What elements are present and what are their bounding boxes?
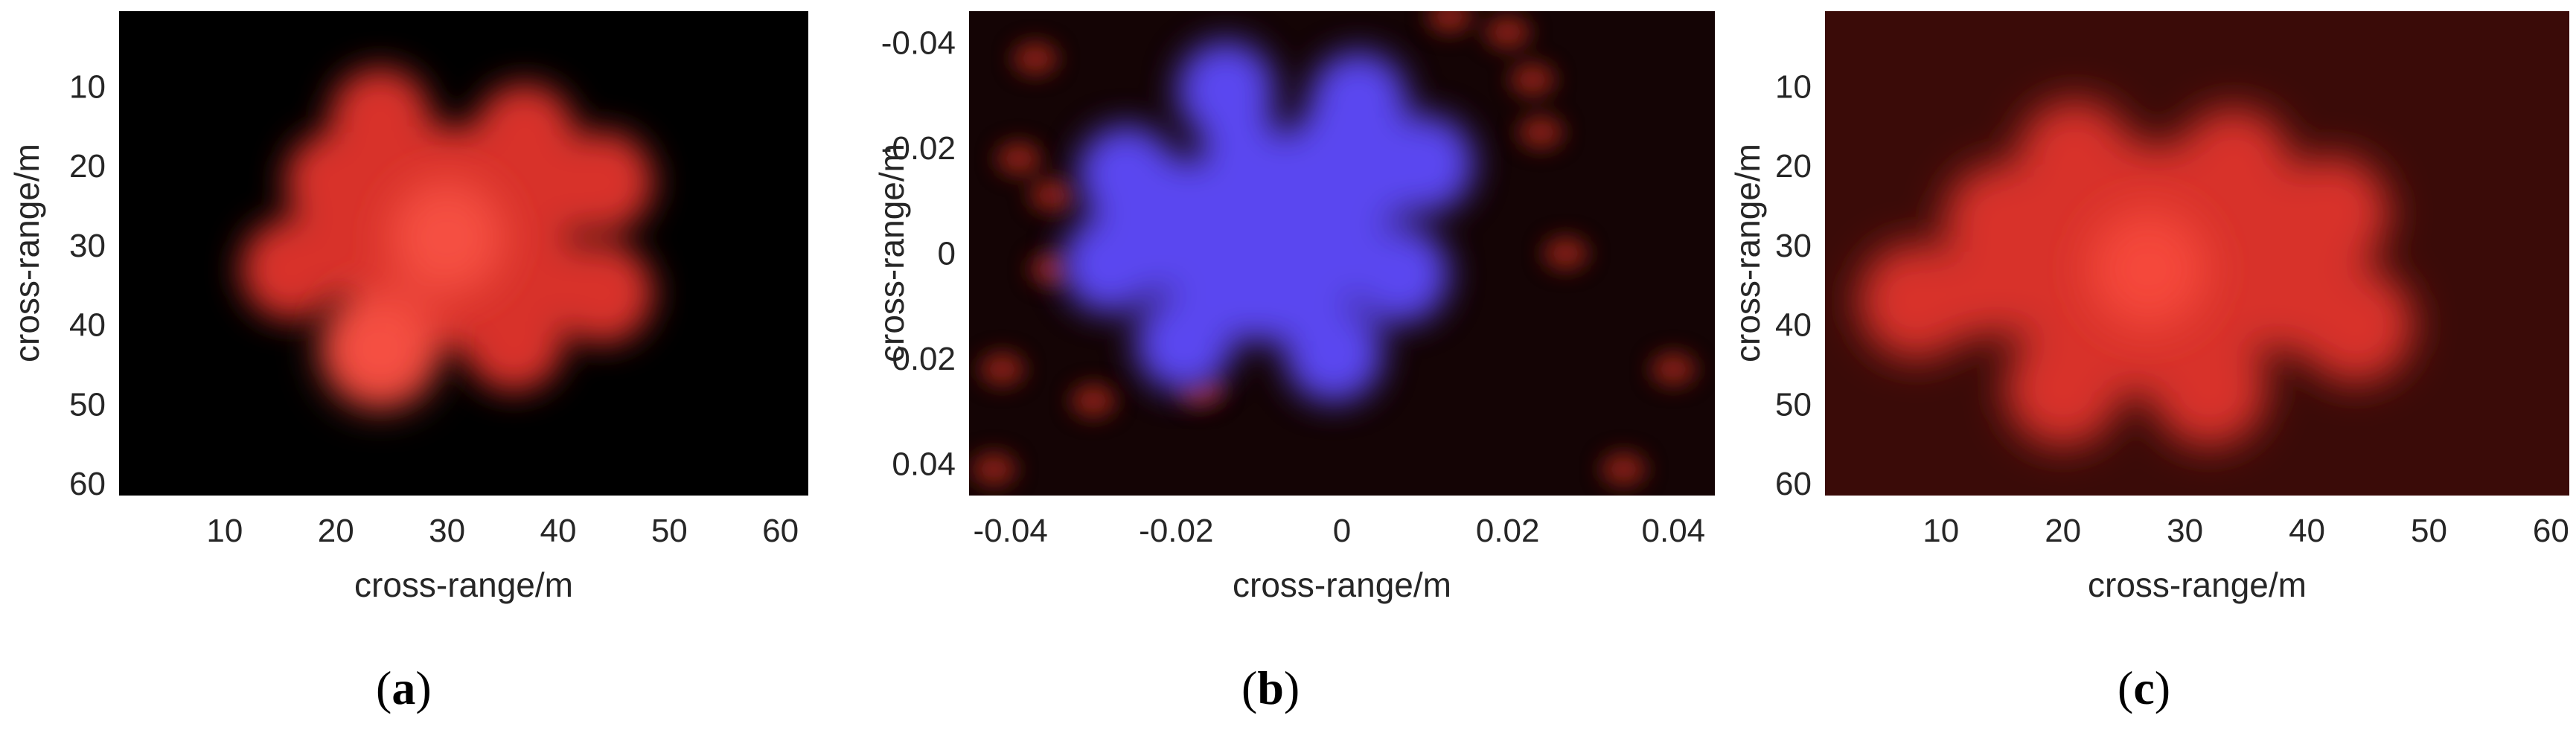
y-tick-label: 20 xyxy=(1775,148,1812,185)
y-ticks-a: 10 20 30 40 50 60 xyxy=(69,68,106,502)
y-tick-label: 50 xyxy=(1775,386,1812,423)
bright-spots-c xyxy=(2088,209,2208,329)
y-tick-label: 30 xyxy=(69,228,106,264)
x-tick-label: 20 xyxy=(318,513,354,549)
y-ticks-b: -0.04 -0.02 0 0.02 0.04 xyxy=(881,25,956,482)
panel-c: 10 20 30 40 50 60 10 20 30 40 50 60 cross-range/m … xyxy=(1719,0,2576,750)
clutter-spot-2 xyxy=(1029,179,1075,212)
y-tick-label: 20 xyxy=(69,148,106,185)
y-tick-label: 10 xyxy=(1775,68,1812,105)
x-tick-label: 10 xyxy=(1923,513,1959,549)
x-tick-label: 30 xyxy=(2167,513,2203,549)
x-ticks-b: -0.04 -0.02 0 0.02 0.04 xyxy=(974,513,1706,549)
y-tick-label: 0.04 xyxy=(892,446,956,483)
x-tick-label: -0.04 xyxy=(974,513,1048,549)
clutter-spot-8 xyxy=(1485,16,1530,49)
y-tick-label: 50 xyxy=(69,386,106,423)
x-tick-label: 0.04 xyxy=(1642,513,1706,549)
x-tick-label: 10 xyxy=(206,513,243,549)
panel-b: -0.04 -0.02 0 0.02 0.04 -0.04 -0.02 0 0.02 0.04 … xyxy=(863,0,1719,750)
clutter-spot-13 xyxy=(1071,384,1116,417)
y-tick-label: 60 xyxy=(69,466,106,502)
x-tick-label: 40 xyxy=(2289,513,2325,549)
x-tick-label: 0.02 xyxy=(1476,513,1540,549)
x-tick-label: 50 xyxy=(2411,513,2447,549)
y-tick-label: 30 xyxy=(1775,228,1812,264)
y-tick-label: 0 xyxy=(938,236,956,272)
star-lobe-4 xyxy=(1858,243,1975,359)
clutter-spot-12 xyxy=(1601,452,1646,486)
y-tick-label: 0.02 xyxy=(892,341,956,377)
clutter-spot-6 xyxy=(1518,115,1564,149)
y-tick-label: 40 xyxy=(69,307,106,344)
clutter-spot-11 xyxy=(1651,353,1696,386)
x-ticks-a: 10 20 30 40 50 60 xyxy=(206,513,799,549)
caption-b: (b) xyxy=(1241,661,1300,714)
star-lobe-5 xyxy=(552,242,653,344)
clutter-spot-5 xyxy=(1510,62,1556,96)
y-axis-label-a: cross-range/m xyxy=(7,144,46,362)
clutter-spot-1 xyxy=(996,142,1041,176)
star-lobe-4 xyxy=(240,218,342,320)
x-axis-label-b: cross-range/m xyxy=(1233,565,1451,604)
star-lobe-3 xyxy=(1375,115,1474,214)
bright-spot-1 xyxy=(322,290,438,407)
x-tick-label: 20 xyxy=(2045,513,2081,549)
star-lobe-2 xyxy=(1077,125,1176,224)
x-tick-label: 60 xyxy=(762,513,799,549)
y-axis-label-b: cross-range/m xyxy=(872,144,911,362)
chart-b: -0.04 -0.02 0 0.02 0.04 -0.04-0.0200.020.04 … xyxy=(872,11,1715,604)
y-tick-label: 10 xyxy=(69,68,106,105)
y-ticks-c: 10 20 30 40 50 60 xyxy=(1775,68,1812,502)
x-tick-label: 60 xyxy=(2533,513,2569,549)
y-tick-label: 60 xyxy=(1775,466,1812,502)
x-tick-label: 0 xyxy=(1333,513,1351,549)
x-tick-label: 50 xyxy=(651,513,688,549)
y-tick-label: 40 xyxy=(1775,307,1812,344)
x-ticks-c: 10 20 30 40 50 60 xyxy=(1923,513,2569,549)
clutter-spot-0 xyxy=(1013,42,1058,75)
star-lobe-1 xyxy=(1309,51,1408,150)
star-lobe-0 xyxy=(1177,41,1276,140)
bright-spots-a xyxy=(322,179,505,407)
y-axis-label-c: cross-range/m xyxy=(1728,144,1767,362)
y-tick-label: -0.02 xyxy=(881,130,956,167)
clutter-spot-9 xyxy=(979,353,1025,386)
clutter-spot-7 xyxy=(1543,237,1588,270)
panel-a: 10 20 30 40 50 60 10 20 30 40 50 60 cross-range/m … xyxy=(0,0,863,750)
x-axis-label-c: cross-range/m xyxy=(2088,565,2307,604)
caption-c: (c) xyxy=(2118,661,2171,714)
bright-spot-0 xyxy=(2088,209,2208,329)
clutter-spot-4 xyxy=(1427,11,1472,33)
star-arm-mid-7 xyxy=(1256,251,1345,340)
star-lobe-3 xyxy=(552,131,653,233)
x-tick-label: 30 xyxy=(429,513,465,549)
y-tick-label: -0.04 xyxy=(881,25,956,61)
clutter-b xyxy=(971,11,1696,486)
clutter-spot-10 xyxy=(971,452,1017,486)
star-lobe-5 xyxy=(2298,266,2414,383)
x-tick-label: -0.02 xyxy=(1139,513,1213,549)
bright-spot-0 xyxy=(389,179,505,296)
target-star-b xyxy=(1061,41,1474,403)
x-axis-label-a: cross-range/m xyxy=(354,565,573,604)
caption-a: (a) xyxy=(376,661,432,714)
star-lobe-4 xyxy=(1061,214,1160,313)
star-lobe-3 xyxy=(2273,156,2390,272)
x-tick-label: 40 xyxy=(540,513,576,549)
